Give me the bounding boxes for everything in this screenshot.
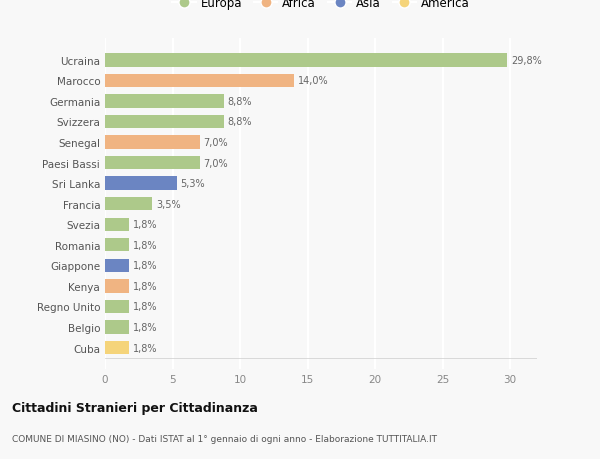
Bar <box>105 54 508 67</box>
Text: 8,8%: 8,8% <box>228 117 253 127</box>
Text: 3,5%: 3,5% <box>156 199 181 209</box>
Text: 1,8%: 1,8% <box>133 220 158 230</box>
Text: 7,0%: 7,0% <box>203 158 228 168</box>
Bar <box>105 74 294 88</box>
Bar <box>105 321 130 334</box>
Bar <box>105 157 199 170</box>
Text: 1,8%: 1,8% <box>133 322 158 332</box>
Text: 5,3%: 5,3% <box>181 179 205 189</box>
Text: 1,8%: 1,8% <box>133 281 158 291</box>
Text: 8,8%: 8,8% <box>228 97 253 106</box>
Text: 14,0%: 14,0% <box>298 76 329 86</box>
Text: 7,0%: 7,0% <box>203 138 228 148</box>
Bar <box>105 239 130 252</box>
Bar <box>105 280 130 293</box>
Bar <box>105 95 224 108</box>
Text: 1,8%: 1,8% <box>133 302 158 312</box>
Bar <box>105 218 130 231</box>
Bar <box>105 341 130 354</box>
Bar <box>105 300 130 313</box>
Bar <box>105 136 199 149</box>
Text: 29,8%: 29,8% <box>511 56 542 66</box>
Text: 1,8%: 1,8% <box>133 343 158 353</box>
Text: 1,8%: 1,8% <box>133 240 158 250</box>
Bar <box>105 259 130 273</box>
Legend: Europa, Africa, Asia, America: Europa, Africa, Asia, America <box>169 0 473 14</box>
Text: 1,8%: 1,8% <box>133 261 158 271</box>
Text: COMUNE DI MIASINO (NO) - Dati ISTAT al 1° gennaio di ogni anno - Elaborazione TU: COMUNE DI MIASINO (NO) - Dati ISTAT al 1… <box>12 434 437 442</box>
Bar <box>105 116 224 129</box>
Bar <box>105 197 152 211</box>
Bar <box>105 177 176 190</box>
Text: Cittadini Stranieri per Cittadinanza: Cittadini Stranieri per Cittadinanza <box>12 401 258 414</box>
